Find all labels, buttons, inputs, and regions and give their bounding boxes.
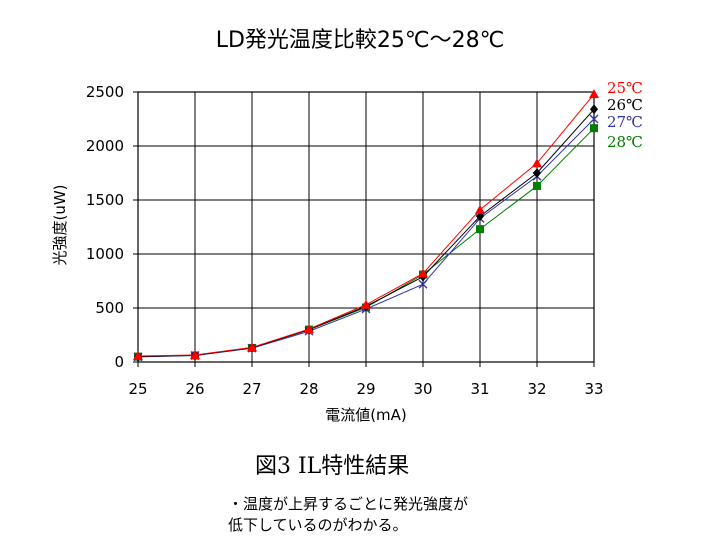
- legend-entry: 26℃: [607, 96, 643, 114]
- y-tick-label: 500: [95, 299, 124, 317]
- x-tick-label: 28: [299, 380, 318, 398]
- note-line-1: ・温度が上昇するごとに発光強度が: [228, 495, 469, 513]
- y-axis-label: 光強度(uW): [51, 184, 69, 265]
- legend-entry: 25℃: [607, 79, 643, 97]
- data-point: [533, 181, 541, 190]
- note-text: ・温度が上昇するごとに発光強度が 低下しているのがわかる。: [228, 494, 468, 536]
- data-point: [190, 349, 200, 359]
- chart-title: LD発光温度比較25℃～28℃: [215, 28, 505, 53]
- data-point: [476, 225, 484, 234]
- data-point: [533, 168, 541, 178]
- x-tick-labels: 25 26 27 28 29 30 31 32 33: [128, 380, 603, 398]
- data-point: [475, 204, 485, 214]
- data-point: [589, 89, 599, 99]
- x-tick-label: 27: [242, 380, 261, 398]
- legend-entry: 28℃: [607, 133, 643, 151]
- plot-area: [137, 91, 595, 363]
- figure-caption: 図3 IL特性結果: [255, 454, 410, 479]
- y-tick-label: 1500: [86, 191, 124, 209]
- data-point: [304, 324, 314, 334]
- data-point: [590, 124, 598, 133]
- series-group: [133, 89, 599, 362]
- y-tick-label: 2000: [86, 137, 124, 155]
- note-line-2: 低下しているのがわかる。: [228, 516, 408, 534]
- x-tick-label: 25: [128, 380, 147, 398]
- axes: [133, 91, 595, 367]
- data-point: [590, 104, 598, 115]
- y-tick-label: 0: [114, 353, 124, 371]
- series-25℃: [133, 89, 599, 361]
- legend-entry: 27℃: [607, 113, 643, 131]
- data-point: [418, 268, 428, 278]
- y-tick-label: 1000: [86, 245, 124, 263]
- data-point: [418, 279, 428, 289]
- x-tick-label: 26: [185, 380, 204, 398]
- grid: [137, 91, 595, 363]
- legend: 25℃26℃27℃ 28℃: [607, 79, 643, 151]
- x-tick-label: 32: [527, 380, 546, 398]
- data-point: [247, 342, 257, 352]
- x-tick-label: 33: [584, 380, 603, 398]
- x-tick-label: 29: [356, 380, 375, 398]
- y-tick-labels: 0 500 1000 1500 2000 2500: [86, 83, 124, 371]
- data-point: [133, 351, 143, 361]
- x-axis-label: 電流値(mA): [325, 406, 407, 424]
- data-point: [589, 114, 599, 124]
- y-tick-label: 2500: [86, 83, 124, 101]
- x-tick-label: 30: [413, 380, 432, 398]
- data-point: [361, 299, 371, 309]
- x-tick-label: 31: [470, 380, 489, 398]
- data-point: [532, 158, 542, 168]
